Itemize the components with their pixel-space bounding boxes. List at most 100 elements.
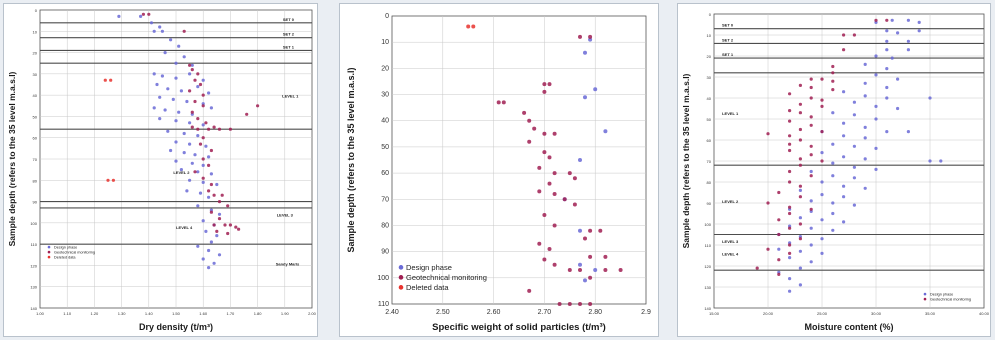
data-point-geotech — [204, 121, 208, 125]
data-point-design — [809, 199, 813, 203]
data-point-design — [215, 234, 219, 238]
level-label: SET 0 — [722, 23, 734, 28]
data-point-design — [906, 39, 910, 43]
data-point-geotech — [217, 127, 222, 131]
data-point-geotech — [588, 34, 593, 39]
x-tick-label: 1.70 — [227, 311, 236, 316]
level-annotation: LEVEL 3 — [722, 239, 739, 244]
data-point-design — [177, 44, 181, 48]
x-tick-label: 1.20 — [91, 311, 100, 316]
data-point-geotech — [788, 211, 792, 216]
data-point-design — [906, 48, 910, 52]
x-tick-label: 35.00 — [925, 311, 936, 316]
data-point-geotech — [842, 33, 846, 37]
data-point-geotech — [527, 118, 532, 123]
x-tick-label: 1.80 — [254, 311, 263, 316]
x-tick-label: 1.90 — [281, 311, 290, 316]
data-point-geotech — [542, 150, 547, 155]
legend-label: Geotechnical monitoring — [54, 250, 95, 254]
data-point-geotech — [542, 213, 547, 217]
data-point-design — [169, 148, 173, 153]
data-point-geotech — [788, 119, 792, 123]
data-point-geotech — [798, 138, 802, 142]
data-point-deleted — [106, 178, 110, 182]
data-point-design — [201, 163, 205, 167]
data-point-design — [842, 155, 846, 159]
chart-panel-dry-density: 0 10 20 30 40 50 60 70 80 90 100 110 120 130 140 1.00 1.… — [3, 3, 318, 337]
data-point-design — [158, 25, 162, 29]
data-point-geotech — [190, 110, 194, 114]
data-point-design — [158, 95, 162, 99]
legend-marker — [398, 285, 404, 290]
data-point-geotech — [809, 115, 813, 119]
data-point-design — [578, 158, 582, 162]
data-point-geotech — [552, 131, 557, 136]
data-point-design — [896, 106, 900, 111]
data-point-design — [863, 157, 867, 161]
data-point-design — [171, 97, 175, 101]
data-point-design — [209, 240, 213, 244]
data-point-geotech — [777, 232, 781, 237]
data-point-design — [196, 134, 200, 138]
x-tick-label: 1.10 — [63, 311, 72, 316]
data-point-design — [809, 243, 813, 247]
data-point-design — [863, 136, 867, 140]
y-tick-label: 80 — [33, 178, 38, 183]
data-point-design — [831, 111, 835, 115]
y-tick-label: 60 — [381, 170, 389, 177]
x-tick-label: 1.30 — [118, 311, 127, 316]
x-tick-label: 20.00 — [763, 311, 774, 316]
y-tick-label: 90 — [707, 201, 712, 206]
data-point-geotech — [501, 100, 506, 105]
data-point-geotech — [788, 205, 792, 209]
chart-panel-moisture-content: 0 10 20 30 40 50 60 70 80 90 100 110 120 130 140 15.00 2… — [677, 3, 991, 337]
y-tick-label: 70 — [33, 157, 38, 162]
data-point-design — [196, 170, 200, 174]
data-point-design — [842, 134, 846, 138]
data-point-design — [890, 56, 894, 60]
y-tick-label: 70 — [381, 196, 389, 203]
data-point-design — [179, 89, 183, 93]
level-label: SET 1 — [722, 52, 734, 57]
data-point-design — [798, 283, 802, 287]
y-tick-label: 120 — [30, 263, 37, 268]
data-point-design — [163, 108, 167, 112]
data-point-geotech — [201, 157, 205, 161]
level-label: SET 0 — [283, 17, 295, 22]
data-point-design — [201, 78, 205, 82]
data-point-geotech — [567, 268, 572, 272]
y-tick-label: 10 — [381, 39, 389, 46]
data-point-design — [874, 146, 878, 150]
data-point-design — [196, 204, 200, 208]
data-point-geotech — [228, 127, 232, 131]
level-annotation: LEVEL 1 — [722, 111, 739, 116]
data-point-design — [798, 216, 802, 220]
level-annotation: Sandy Marls — [276, 261, 300, 266]
legend-label: Geotechnical monitoring — [930, 297, 971, 301]
y-tick-label: 0 — [385, 13, 389, 20]
data-point-geotech — [572, 176, 577, 181]
data-point-geotech — [196, 127, 200, 131]
data-point-design — [928, 96, 932, 100]
x-tick-label: 15.00 — [709, 311, 720, 316]
data-point-geotech — [182, 29, 186, 33]
data-point-design — [198, 191, 203, 195]
data-point-design — [798, 266, 802, 270]
data-point-design — [820, 218, 824, 222]
data-point-geotech — [603, 268, 608, 272]
data-point-design — [874, 104, 878, 108]
data-point-design — [831, 174, 835, 178]
data-point-geotech — [777, 258, 781, 262]
data-point-geotech — [578, 302, 582, 306]
data-point-geotech — [532, 126, 537, 131]
data-point-design — [217, 253, 222, 257]
data-point-design — [179, 168, 183, 172]
data-point-geotech — [809, 123, 813, 127]
data-point-design — [201, 257, 205, 261]
data-point-design — [863, 94, 867, 98]
data-point-design — [874, 117, 878, 121]
data-point-design — [831, 161, 835, 165]
data-point-design — [852, 176, 856, 180]
